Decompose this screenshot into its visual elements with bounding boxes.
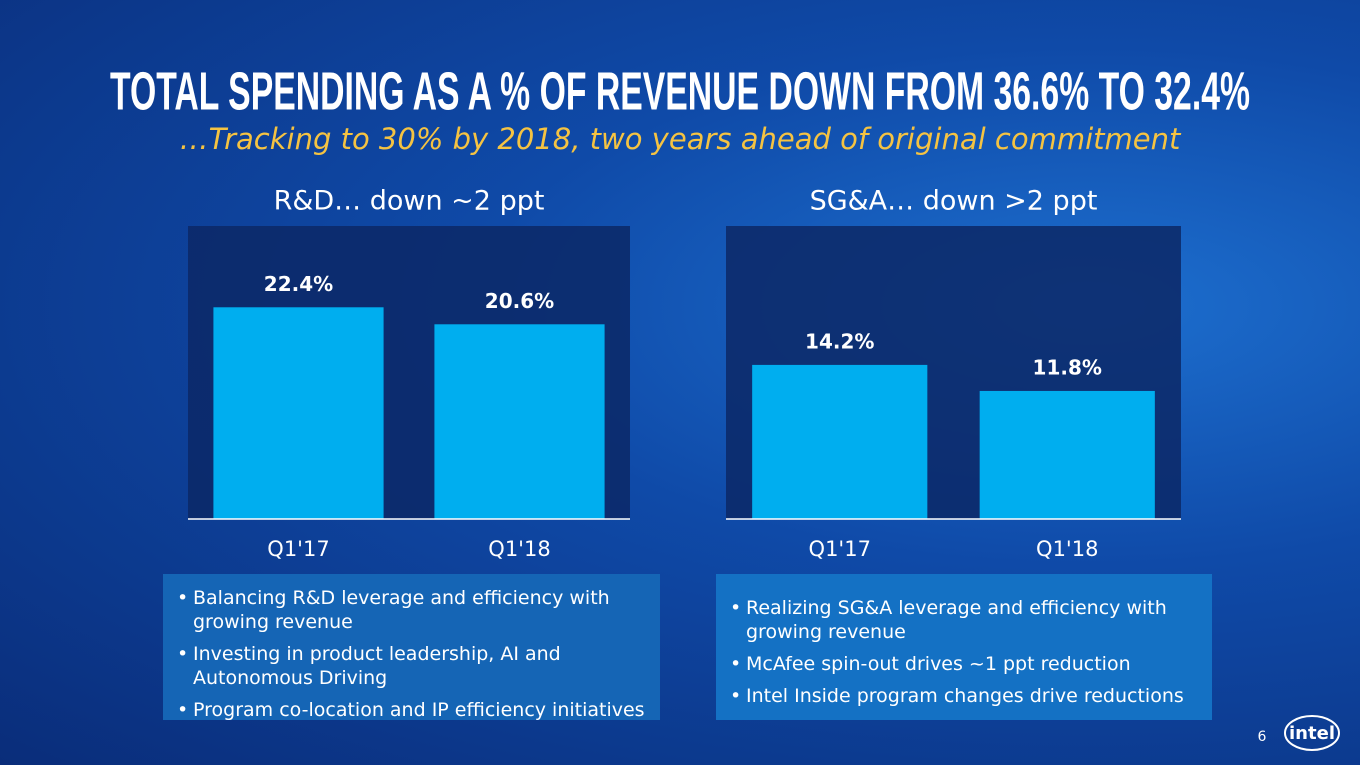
- x-tick-label: Q1'17: [809, 537, 871, 561]
- bullet-list: Balancing R&D leverage and efficiency wi…: [175, 586, 648, 722]
- x-tick-label: Q1'18: [488, 537, 550, 561]
- bullet-box: Realizing SG&A leverage and efficiency w…: [716, 574, 1212, 720]
- chart-title: R&D… down ~2 ppt: [274, 186, 545, 217]
- bullet: Program co-location and IP efficiency in…: [177, 698, 648, 722]
- bullet: Investing in product leadership, AI and …: [177, 642, 648, 690]
- bar: [979, 390, 1155, 519]
- chart-title: SG&A… down >2 ppt: [810, 186, 1098, 217]
- logo-ring: [1284, 715, 1340, 751]
- bar: [752, 364, 928, 519]
- bullet: Realizing SG&A leverage and efficiency w…: [730, 596, 1200, 644]
- bar: [213, 307, 384, 519]
- bullet-box: Balancing R&D leverage and efficiency wi…: [163, 574, 660, 722]
- bullet: McAfee spin-out drives ~1 ppt reduction: [730, 652, 1200, 676]
- x-tick-label: Q1'17: [267, 537, 329, 561]
- data-label: 14.2%: [805, 329, 874, 353]
- page-number: 6: [1258, 729, 1267, 745]
- x-tick-label: Q1'18: [1036, 537, 1098, 561]
- bullet: Intel Inside program changes drive reduc…: [730, 684, 1200, 708]
- bar: [434, 324, 605, 519]
- slide-title: TOTAL SPENDING AS A % OF REVENUE DOWN FR…: [110, 61, 1250, 121]
- bullet: Balancing R&D leverage and efficiency wi…: [177, 586, 648, 634]
- data-label: 22.4%: [264, 272, 333, 296]
- data-label: 11.8%: [1033, 355, 1102, 379]
- logo: intel: [1289, 723, 1335, 744]
- data-label: 20.6%: [485, 289, 554, 313]
- slide-subtitle: …Tracking to 30% by 2018, two years ahea…: [180, 122, 1182, 156]
- bullet-list: Realizing SG&A leverage and efficiency w…: [728, 596, 1200, 708]
